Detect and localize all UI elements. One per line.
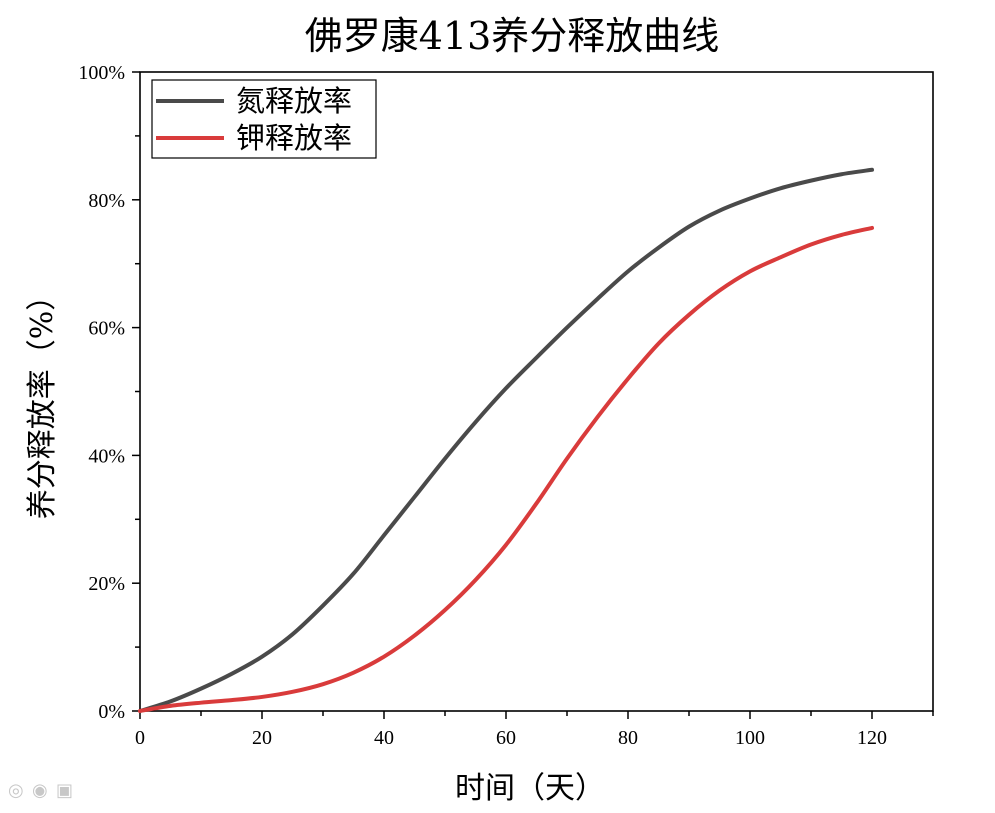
series-line-2 (138, 225, 874, 713)
plot-area: 0 20 40 60 80 100 120 0% 20% 40% 60% 80% 100% 氮释放率钾释放… (78, 62, 934, 749)
x-axis-label: 时间（天） (455, 771, 605, 806)
series-line-1 (138, 167, 874, 713)
y-tick-label: 20% (88, 573, 125, 595)
y-tick-label: 80% (88, 190, 125, 212)
y-tick-label: 60% (88, 318, 125, 340)
watermark-logo: ◎ ◉ ▣ (8, 780, 74, 801)
chart-title: 佛罗康413养分释放曲线 (305, 14, 720, 58)
plot-frame (139, 71, 934, 712)
legend-label-1: 氮释放率 (236, 84, 352, 118)
x-tick-label: 120 (857, 727, 887, 749)
y-tick-label: 100% (78, 62, 125, 84)
x-tick-label: 20 (252, 727, 272, 749)
y-tick-label: 40% (88, 445, 125, 467)
y-tick-label: 0% (98, 701, 125, 723)
legend-box (151, 79, 377, 159)
x-tick-label: 100 (735, 727, 765, 749)
legend-label-2: 钾释放率 (236, 121, 352, 155)
y-axis-label: 养分释放率（%） (25, 281, 60, 520)
x-tick-label: 40 (374, 727, 394, 749)
x-tick-label: 0 (135, 727, 145, 749)
x-tick-label: 80 (618, 727, 638, 749)
x-tick-label: 60 (496, 727, 516, 749)
